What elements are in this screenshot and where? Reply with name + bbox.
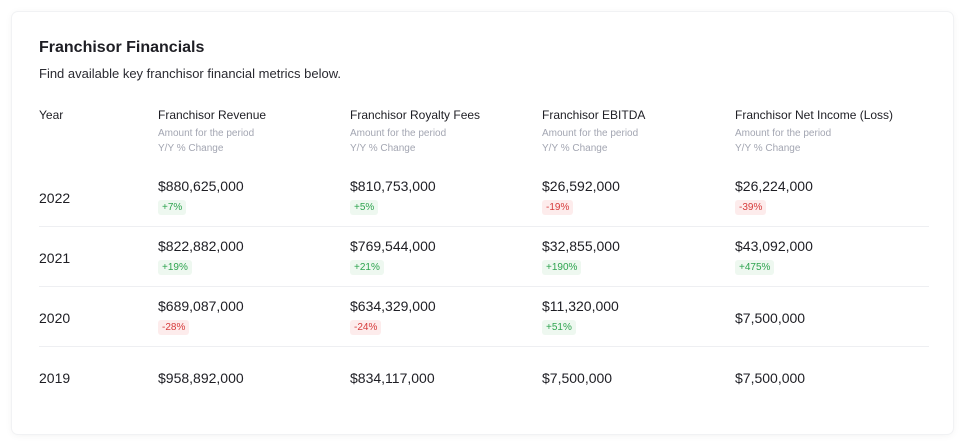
- revenue-cell: $958,892,000: [158, 370, 244, 386]
- column-sub-amount: Amount for the period: [350, 128, 447, 139]
- column-sub-change: Y/Y % Change: [542, 143, 608, 154]
- net-income-value: $43,092,000: [735, 238, 813, 254]
- net-income-value: $7,500,000: [735, 310, 806, 326]
- net-income-cell: $43,092,000 +475%: [735, 238, 813, 275]
- royalty-cell: $834,117,000: [350, 370, 435, 386]
- royalty-value: $634,329,000: [350, 298, 436, 314]
- change-badge: +7%: [158, 200, 187, 215]
- ebitda-value: $7,500,000: [542, 370, 613, 386]
- column-header-ebitda: Franchisor EBITDA Amount for the period …: [542, 108, 645, 156]
- revenue-value: $822,882,000: [158, 238, 244, 254]
- change-badge: +51%: [542, 320, 576, 335]
- column-header-royalty: Franchisor Royalty Fees Amount for the p…: [350, 108, 480, 156]
- change-badge: +5%: [350, 200, 379, 215]
- table-row: 2022 $880,625,000 +7% $810,753,000 +5% $…: [39, 167, 929, 227]
- column-sub-change: Y/Y % Change: [350, 143, 416, 154]
- column-title-net-income: Franchisor Net Income (Loss): [735, 108, 894, 122]
- column-sub-change: Y/Y % Change: [158, 143, 224, 154]
- ebitda-cell: $26,592,000 -19%: [542, 178, 620, 215]
- column-title-royalty: Franchisor Royalty Fees: [350, 108, 481, 122]
- change-badge: -24%: [350, 320, 382, 335]
- revenue-cell: $689,087,000 -28%: [158, 298, 244, 335]
- royalty-value: $769,544,000: [350, 238, 436, 254]
- change-badge: +21%: [350, 260, 384, 275]
- column-sub-amount: Amount for the period: [542, 128, 639, 139]
- royalty-value: $834,117,000: [350, 370, 435, 386]
- column-sub-change: Y/Y % Change: [735, 143, 801, 154]
- revenue-cell: $880,625,000 +7%: [158, 178, 244, 215]
- royalty-cell: $634,329,000 -24%: [350, 298, 436, 335]
- ebitda-value: $32,855,000: [542, 238, 620, 254]
- table-header: Year Franchisor Revenue Amount for the p…: [39, 108, 929, 168]
- franchisor-financials-card: Franchisor Financials Find available key…: [12, 12, 953, 434]
- column-title-year: Year: [39, 108, 64, 122]
- change-badge: +475%: [735, 260, 775, 275]
- column-sub-amount: Amount for the period: [158, 128, 255, 139]
- change-badge: +190%: [542, 260, 582, 275]
- net-income-value: $26,224,000: [735, 178, 813, 194]
- card-title: Franchisor Financials: [39, 39, 205, 56]
- revenue-value: $958,892,000: [158, 370, 244, 386]
- column-title-revenue: Franchisor Revenue: [158, 108, 267, 122]
- change-badge: -39%: [735, 200, 767, 215]
- net-income-cell: $7,500,000: [735, 370, 805, 386]
- net-income-cell: $7,500,000: [735, 310, 805, 326]
- column-header-net-income: Franchisor Net Income (Loss) Amount for …: [735, 108, 893, 156]
- ebitda-cell: $32,855,000 +190%: [542, 238, 620, 275]
- ebitda-value: $26,592,000: [542, 178, 620, 194]
- ebitda-cell: $11,320,000 +51%: [542, 298, 619, 335]
- revenue-value: $880,625,000: [158, 178, 244, 194]
- change-badge: -19%: [542, 200, 574, 215]
- net-income-value: $7,500,000: [735, 370, 806, 386]
- ebitda-cell: $7,500,000: [542, 370, 612, 386]
- royalty-value: $810,753,000: [350, 178, 436, 194]
- row-year: 2020: [39, 310, 71, 326]
- change-badge: +19%: [158, 260, 192, 275]
- net-income-cell: $26,224,000 -39%: [735, 178, 813, 215]
- royalty-cell: $810,753,000 +5%: [350, 178, 436, 215]
- table-row: 2020 $689,087,000 -28% $634,329,000 -24%…: [39, 287, 929, 347]
- column-header-year: Year: [39, 108, 63, 126]
- ebitda-value: $11,320,000: [542, 298, 619, 314]
- table-row: 2019 $958,892,000 $834,117,000 $7,500,00…: [39, 347, 929, 407]
- row-year: 2022: [39, 190, 71, 206]
- card-subtitle: Find available key franchisor financial …: [39, 66, 342, 81]
- table-row: 2021 $822,882,000 +19% $769,544,000 +21%…: [39, 227, 929, 287]
- column-header-revenue: Franchisor Revenue Amount for the period…: [158, 108, 266, 156]
- row-year: 2021: [39, 250, 71, 266]
- column-sub-amount: Amount for the period: [735, 128, 832, 139]
- change-badge: -28%: [158, 320, 190, 335]
- revenue-cell: $822,882,000 +19%: [158, 238, 244, 275]
- column-title-ebitda: Franchisor EBITDA: [542, 108, 646, 122]
- row-year: 2019: [39, 370, 71, 386]
- revenue-value: $689,087,000: [158, 298, 244, 314]
- royalty-cell: $769,544,000 +21%: [350, 238, 436, 275]
